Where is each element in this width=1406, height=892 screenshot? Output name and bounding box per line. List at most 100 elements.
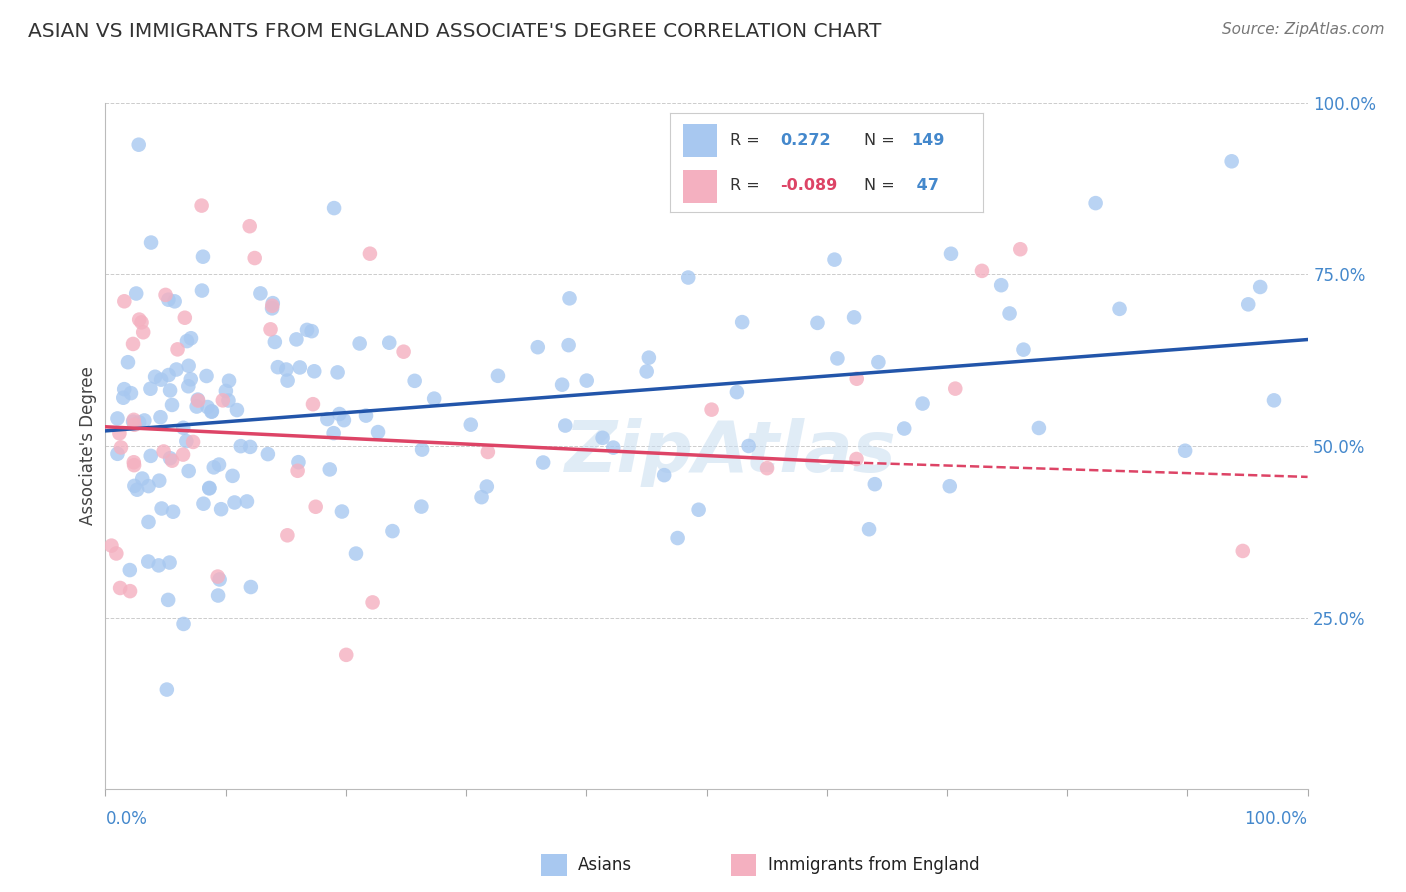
Point [893, 421, 915, 435]
Point [263, 334, 285, 349]
Point [666, 531, 689, 545]
Point [172, 448, 194, 462]
Point [295, 323, 318, 337]
Text: Asians: Asians [578, 856, 631, 874]
Point [602, 441, 624, 455]
Point [316, 412, 339, 426]
Point [239, 219, 262, 234]
Point [112, 391, 135, 405]
Point [139, 449, 162, 463]
Point [367, 425, 389, 439]
Bar [683, 169, 717, 202]
Point [207, 569, 229, 583]
Point [120, 386, 142, 401]
Point [138, 515, 160, 529]
Point [148, 474, 170, 488]
Point [990, 278, 1012, 293]
Point [110, 441, 132, 455]
Point [842, 310, 865, 325]
Point [187, 392, 209, 407]
Point [652, 468, 675, 483]
Point [239, 580, 262, 594]
Point [257, 447, 280, 461]
Point [359, 246, 381, 260]
Point [1263, 393, 1285, 408]
Point [381, 524, 404, 538]
Point [152, 444, 174, 458]
Point [176, 434, 198, 449]
Point [328, 407, 350, 421]
Point [301, 324, 323, 338]
Point [1010, 242, 1032, 256]
Point [162, 505, 184, 519]
Point [122, 458, 145, 472]
Point [349, 336, 371, 351]
Text: 149: 149 [911, 133, 945, 148]
Point [198, 481, 221, 495]
Point [1249, 280, 1271, 294]
Point [531, 456, 554, 470]
Point [131, 472, 153, 486]
Point [392, 344, 415, 359]
Point [725, 385, 748, 400]
Point [139, 235, 162, 250]
Point [475, 479, 498, 493]
Point [193, 497, 215, 511]
Point [211, 393, 233, 408]
Point [404, 374, 426, 388]
Point [198, 482, 221, 496]
Point [551, 377, 574, 392]
Point [323, 201, 346, 215]
Point [471, 490, 494, 504]
Point [149, 410, 172, 425]
Point [262, 301, 284, 316]
Point [159, 384, 181, 398]
Point [1028, 421, 1050, 435]
Point [939, 246, 962, 260]
Point [239, 440, 262, 454]
Point [911, 396, 934, 410]
Point [267, 360, 290, 375]
Point [207, 589, 229, 603]
Point [128, 312, 150, 326]
Bar [683, 124, 717, 157]
Point [209, 502, 232, 516]
Point [159, 556, 181, 570]
Point [558, 291, 581, 305]
Point [155, 288, 177, 302]
Point [287, 455, 309, 469]
Point [112, 294, 135, 309]
Point [333, 413, 356, 427]
Point [845, 452, 868, 467]
Point [636, 364, 658, 378]
Point [335, 648, 357, 662]
Point [150, 501, 173, 516]
Point [187, 393, 209, 408]
Point [319, 462, 342, 476]
Point [637, 351, 659, 365]
Point [943, 382, 966, 396]
Text: ZipAtlas: ZipAtlas [565, 418, 897, 487]
Text: -0.089: -0.089 [780, 178, 837, 193]
Point [737, 439, 759, 453]
Point [195, 369, 218, 384]
Point [731, 315, 754, 329]
Point [105, 547, 128, 561]
Point [243, 251, 266, 265]
Text: Immigrants from England: Immigrants from England [768, 856, 980, 874]
Point [411, 500, 433, 514]
Point [122, 455, 145, 469]
Point [132, 325, 155, 339]
Point [304, 364, 326, 378]
Point [157, 368, 180, 382]
Point [676, 270, 699, 285]
Point [125, 286, 148, 301]
Point [344, 547, 367, 561]
Point [177, 379, 200, 393]
Point [172, 421, 194, 435]
Point [128, 416, 150, 430]
Point [191, 250, 214, 264]
Point [845, 372, 868, 386]
Text: Source: ZipAtlas.com: Source: ZipAtlas.com [1222, 22, 1385, 37]
Point [157, 593, 180, 607]
